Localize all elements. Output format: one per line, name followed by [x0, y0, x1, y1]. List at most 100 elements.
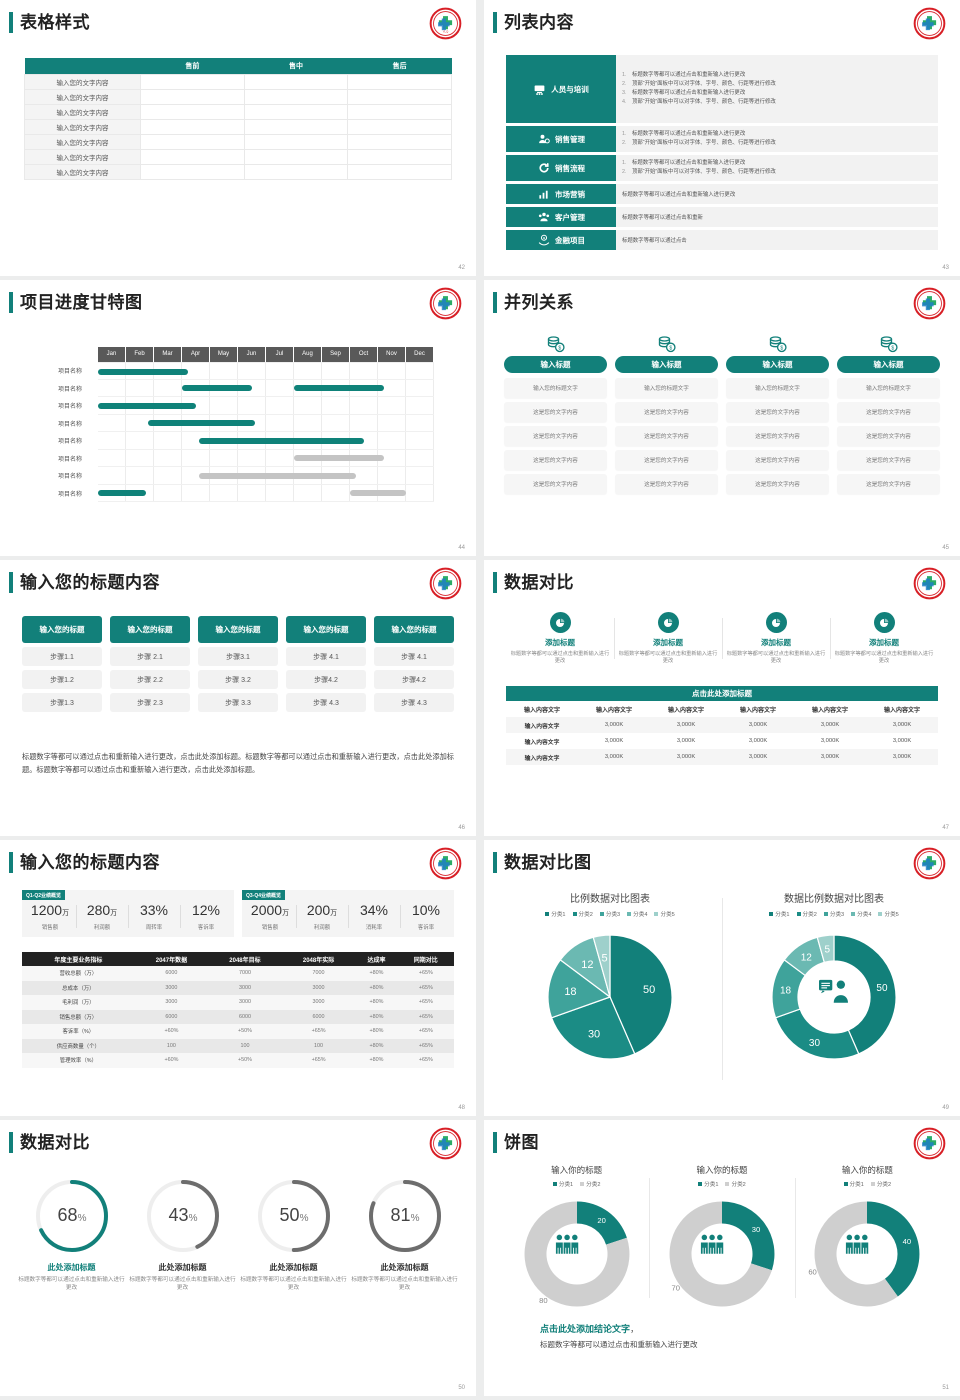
doughnut-slice[interactable] [867, 1201, 920, 1297]
list-item-key[interactable]: ¥ 金融项目 [506, 230, 616, 250]
slide-46[interactable]: 输入您的标题内容 输入您的标题 步骤1.1 步骤1.2 步骤1.3 输入您的标题 步骤 2… [0, 560, 476, 836]
slide-49[interactable]: 数据对比图 比例数据对比图表 分类1 分类2 分类3 分类4 分类5 50 30 18 12 5… [484, 840, 960, 1116]
slide-48[interactable]: 输入您的标题内容 Q1-Q2业绩概览 1200万 销售额 280万 利润额 33% 周转率 1… [0, 840, 476, 1116]
table-row[interactable]: 客诉率（%） +60% +50% +65% +80% +65% [22, 1024, 454, 1039]
step-column-header[interactable]: 输入您的标题 [198, 616, 278, 643]
step-item[interactable]: 步骤 3.3 [198, 693, 278, 712]
list-item[interactable]: 客户管理 标题数字等都可以通过点击和重新 [506, 207, 938, 227]
cell[interactable] [347, 133, 452, 150]
kpi-item[interactable]: 34% 消耗率 [348, 902, 400, 931]
gantt-bar[interactable] [98, 402, 196, 409]
table-row[interactable]: 输入内容文字 3,000K 3,000K 3,000K 3,000K 3,000K [506, 749, 938, 765]
table-cell[interactable]: +80% [355, 1024, 398, 1039]
gantt-bar[interactable] [294, 385, 384, 391]
table-row[interactable]: 输入您的文字内容 [24, 163, 452, 180]
cell[interactable] [347, 148, 452, 165]
table-cell[interactable]: +50% [208, 1024, 282, 1039]
table-cell[interactable]: 管理效率（%） [22, 1053, 135, 1068]
table-cell[interactable]: +65% [397, 1009, 454, 1024]
list-item-key[interactable]: 客户管理 [506, 207, 616, 227]
table-cell[interactable]: 3,000K [604, 738, 624, 744]
table-cell[interactable]: 3,000K [794, 717, 866, 733]
table-cell[interactable]: +65% [397, 1024, 454, 1039]
parallel-cell[interactable]: 这是您的文字内容 [504, 426, 607, 446]
step-item[interactable]: 步骤 4.1 [286, 647, 366, 666]
parallel-cell-heading[interactable]: 输入您的标题文字 [837, 378, 940, 398]
table-cell[interactable]: +65% [397, 1038, 454, 1053]
cell[interactable] [140, 133, 245, 150]
stat-card[interactable]: 添加标题 标题数字等都可以通过点击和重新输入进行更改 [830, 612, 938, 665]
parallel-cell-heading[interactable]: 输入您的标题文字 [726, 378, 829, 398]
parallel-cell[interactable]: 这是您的文字内容 [837, 450, 940, 470]
table-cell[interactable]: 6000 [134, 966, 209, 981]
kpi-item[interactable]: 1200万 销售额 [24, 902, 76, 931]
parallel-column-title[interactable]: 输入标题 [615, 356, 718, 373]
table-cell[interactable]: 3000 [134, 995, 209, 1010]
table-cell[interactable]: 3,000K [722, 717, 794, 733]
slide-43[interactable]: 列表内容 人员与培训 1. 标题数字等都可以通过点击和重新输入进行更改 2. 顶部“… [484, 0, 960, 276]
table-row[interactable]: 输入您的文字内容 [24, 133, 452, 150]
progress-ring-card[interactable]: 68% 此处添加标题 标题数字等都可以通过点击和重新输入进行更改 [16, 1176, 127, 1292]
step-item[interactable]: 步骤 2.1 [110, 647, 190, 666]
table-cell[interactable]: 3,000K [892, 738, 912, 744]
table-cell[interactable]: 3000 [281, 995, 356, 1010]
list-item[interactable]: 人员与培训 1. 标题数字等都可以通过点击和重新输入进行更改 2. 顶部“开始”面板… [506, 55, 938, 123]
table-cell[interactable]: 3,000K [794, 749, 866, 765]
slide-42[interactable]: 表格样式 YLQ 售前 售中 售后 输入您的文字内容 输入您的文字内容 输入您的… [0, 0, 476, 276]
step-column-header[interactable]: 输入您的标题 [22, 616, 102, 643]
slide-44[interactable]: 项目进度甘特图 Jan Feb Mar Apr May Jun Jul Aug … [0, 280, 476, 556]
parallel-cell[interactable]: 这是您的文字内容 [615, 474, 718, 494]
table-cell[interactable]: 客诉率（%） [22, 1024, 135, 1039]
table-cell[interactable]: 7000 [208, 966, 282, 981]
table-cell[interactable]: 3000 [134, 980, 209, 995]
stat-card[interactable]: 添加标题 标题数字等都可以通过点击和重新输入进行更改 [722, 612, 830, 665]
table-cell[interactable]: 3,000K [866, 749, 938, 765]
kpi-item[interactable]: 12% 客诉率 [180, 902, 232, 931]
cell[interactable] [347, 103, 452, 120]
gantt-bar[interactable] [182, 385, 252, 391]
cell[interactable] [347, 163, 452, 180]
list-item-value[interactable]: 标题数字等都可以通过点击 [616, 230, 938, 250]
cell[interactable] [243, 133, 349, 150]
step-item[interactable]: 步骤3.1 [198, 647, 278, 666]
gantt-bar[interactable] [148, 420, 255, 426]
table-cell[interactable]: 3,000K [676, 738, 696, 744]
table-cell[interactable]: 毛利润（万） [22, 995, 135, 1010]
doughnut-slice[interactable] [524, 1201, 630, 1307]
legend-item[interactable]: 分类1 [552, 1180, 573, 1188]
cell[interactable] [243, 103, 349, 120]
list-item[interactable]: 销售管理 1. 标题数字等都可以通过点击和重新输入进行更改 2. 顶部“开始”面板中… [506, 126, 938, 152]
table-cell[interactable]: 3,000K [866, 717, 938, 733]
cell[interactable] [140, 73, 245, 90]
table-row[interactable]: 总成本（万） 3000 3000 3000 +80% +65% [22, 980, 454, 995]
list-item-key[interactable]: 销售管理 [506, 126, 616, 152]
cell[interactable] [347, 118, 452, 135]
table-row[interactable]: 毛利润（万） 3000 3000 3000 +80% +65% [22, 995, 454, 1010]
table-row[interactable]: 营收总额（万） 6000 7000 7000 +80% +65% [22, 966, 454, 981]
step-item[interactable]: 步骤4.2 [374, 670, 454, 689]
list-item[interactable]: 销售流程 1. 标题数字等都可以通过点击和重新输入进行更改 2. 顶部“开始”面板中… [506, 155, 938, 181]
table-cell[interactable]: 6000 [208, 1009, 282, 1024]
table-cell[interactable]: 输入内容文字 [524, 739, 560, 746]
table-row[interactable]: 管理效率（%） +60% +50% +65% +80% +65% [22, 1053, 454, 1068]
stat-card[interactable]: 添加标题 标题数字等都可以通过点击和重新输入进行更改 [614, 612, 722, 665]
cell[interactable] [140, 88, 245, 105]
pie-slice[interactable] [550, 996, 636, 1060]
table-cell[interactable]: 7000 [281, 966, 356, 981]
table-cell[interactable]: 输入内容文字 [506, 749, 578, 765]
table-cell[interactable]: +80% [355, 995, 398, 1010]
parallel-cell[interactable]: 这是您的文字内容 [726, 450, 829, 470]
table-cell[interactable]: 3,000K [578, 717, 650, 733]
legend-item[interactable]: 分类4 [627, 910, 647, 918]
table-cell[interactable]: +65% [397, 966, 454, 981]
parallel-cell[interactable]: 这是您的文字内容 [504, 450, 607, 470]
table-cell[interactable]: 输入内容文字 [506, 717, 578, 733]
legend-item[interactable]: 分类2 [580, 1180, 600, 1188]
cell[interactable] [140, 103, 245, 120]
legend-item[interactable]: 分类4 [851, 910, 871, 918]
legend-item[interactable]: 分类1 [698, 1180, 718, 1188]
table-row[interactable]: 输入内容文字 3,000K 3,000K 3,000K 3,000K 3,000K [506, 733, 938, 749]
table-cell[interactable]: +65% [397, 980, 454, 995]
list-item-key[interactable]: 销售流程 [506, 155, 616, 181]
kpi-item[interactable]: 280万 利润额 [76, 902, 128, 931]
